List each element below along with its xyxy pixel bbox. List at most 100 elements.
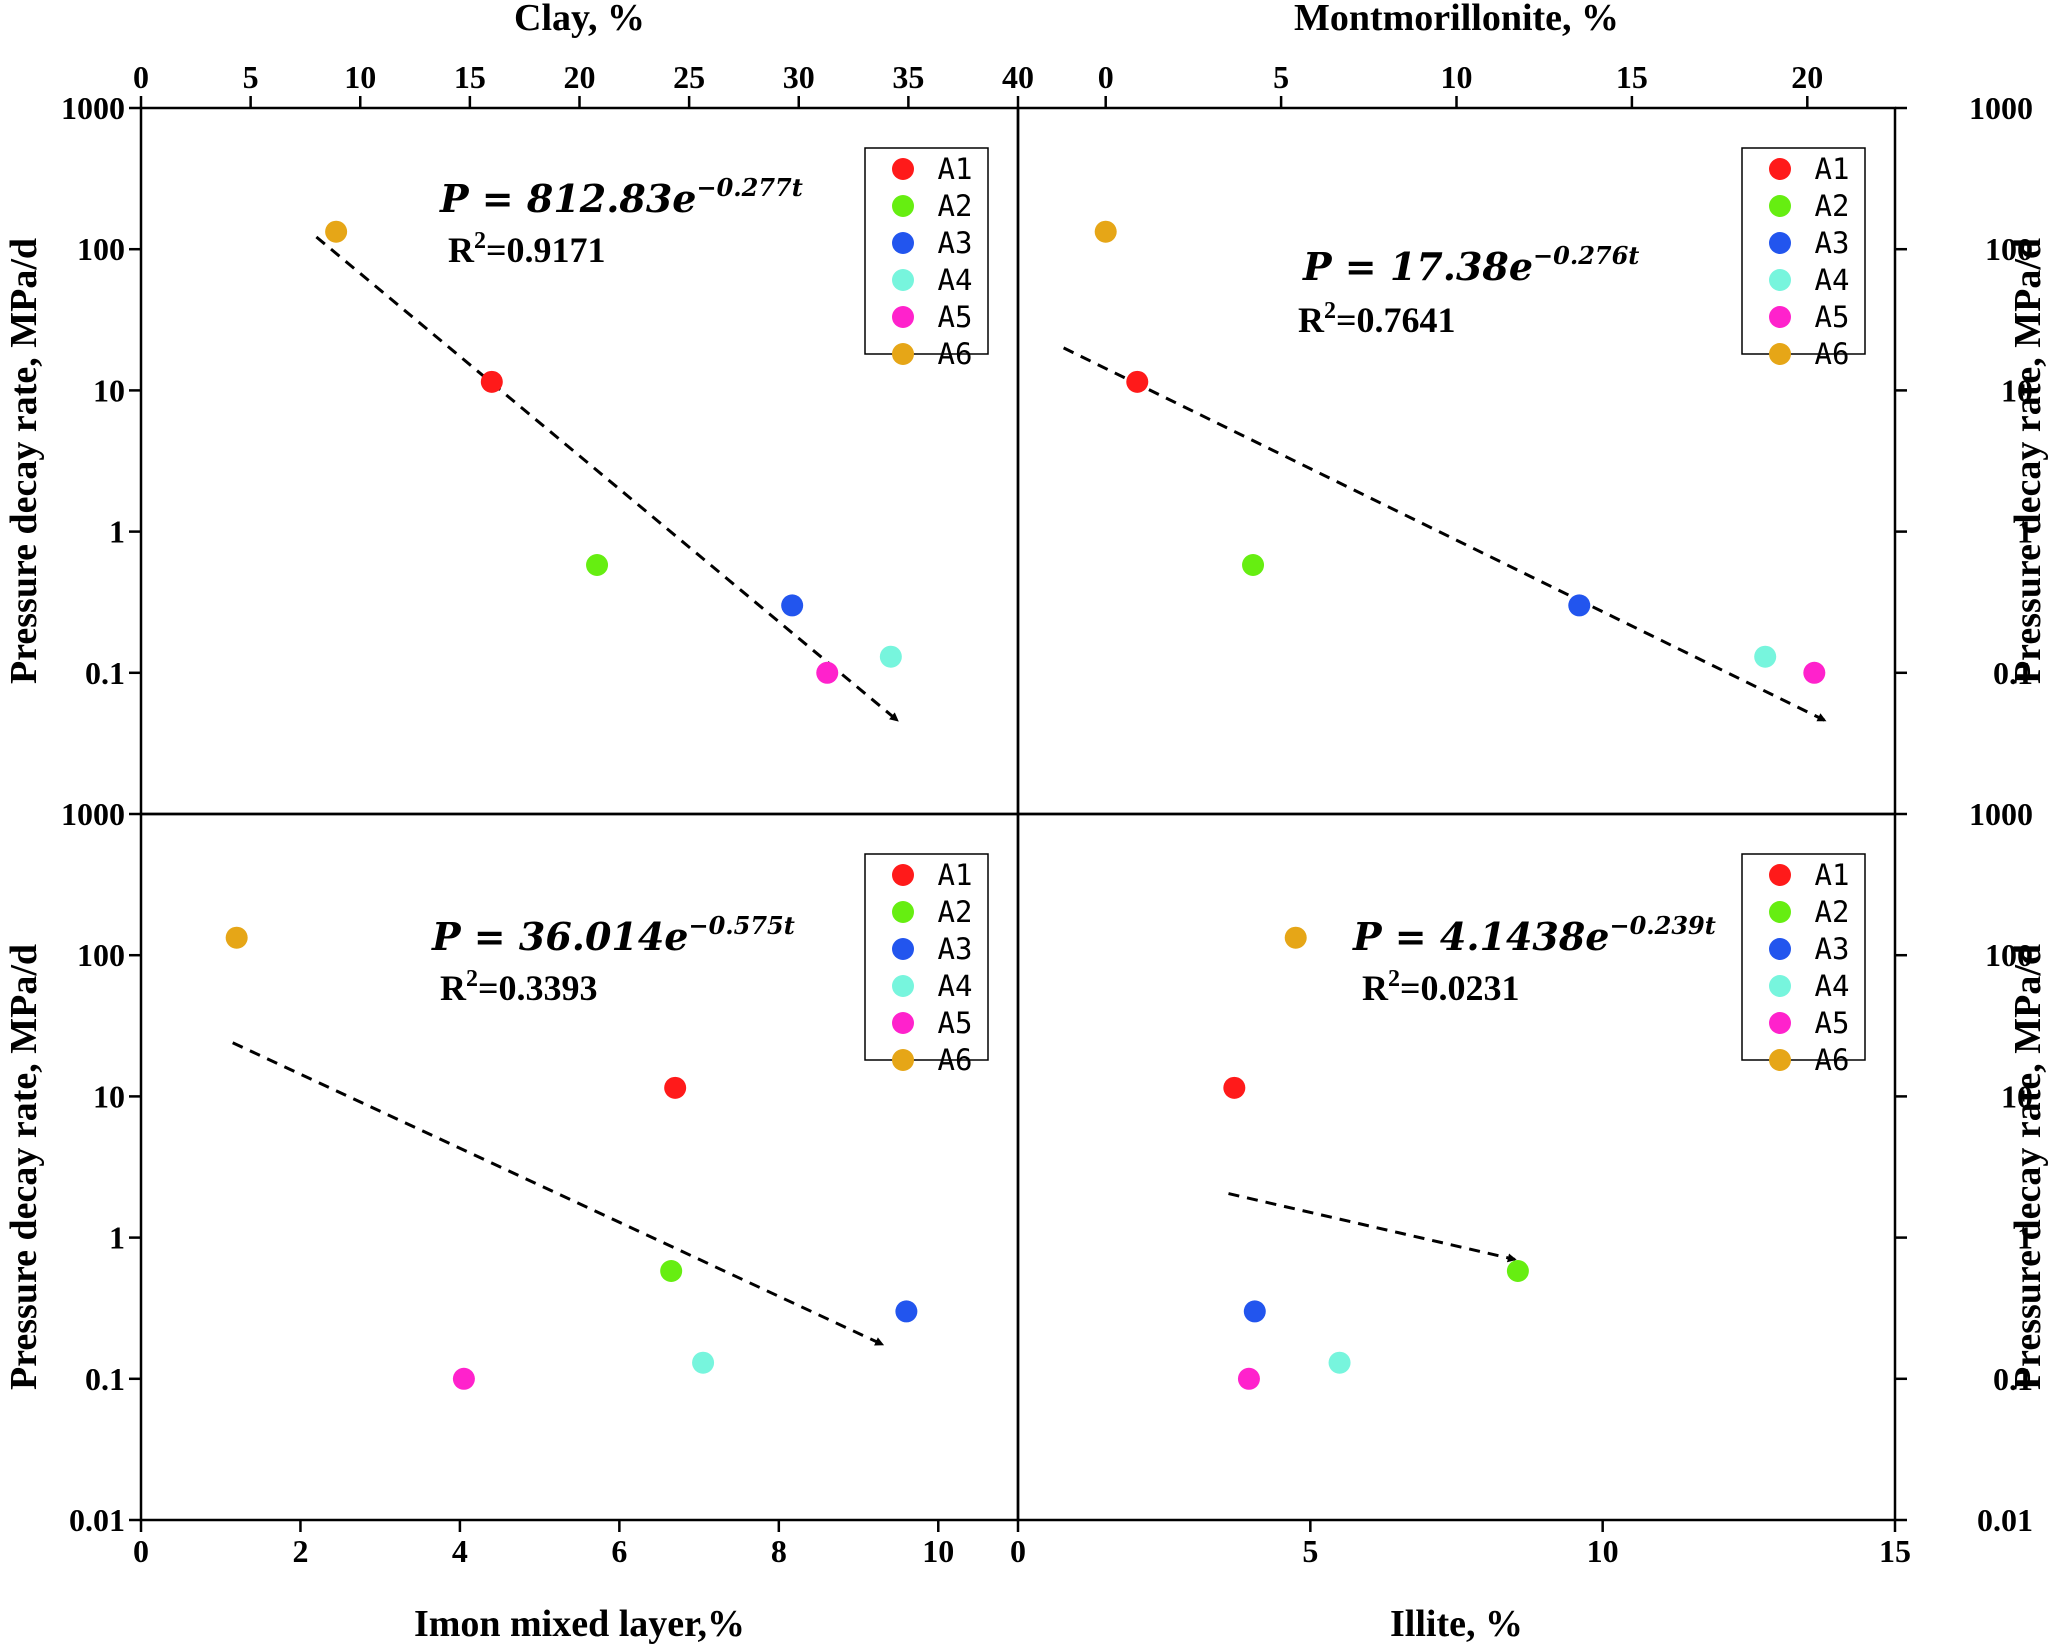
y-tick-label: 1 (109, 514, 125, 550)
legend-marker-a4 (892, 975, 914, 997)
legend-marker-a3 (1769, 938, 1791, 960)
legend-marker-a4 (892, 269, 914, 291)
r-squared-value: =0.9171 (486, 230, 606, 270)
legend-label: A4 (938, 263, 973, 297)
x-tick-label: 0 (1098, 59, 1114, 95)
legend-label: A3 (1815, 932, 1850, 966)
y-tick-label: 100 (77, 231, 125, 267)
data-point-a2 (1242, 554, 1265, 577)
legend-marker-a1 (1769, 158, 1791, 180)
legend-marker-a6 (892, 1049, 914, 1071)
y-tick-label: 100 (77, 937, 125, 973)
legend-label: A2 (1815, 189, 1850, 223)
r-squared-value: =0.3393 (478, 968, 598, 1008)
data-point-a1 (1126, 370, 1149, 393)
legend-label: A5 (938, 300, 973, 334)
legend-label: A2 (1815, 895, 1850, 929)
fit-equation: P = 812.83e−0.277t (439, 173, 803, 221)
x-tick-label: 2 (292, 1533, 308, 1569)
legend-box (1741, 853, 1866, 1061)
x-tick-label: 15 (1879, 1533, 1911, 1569)
legend-label: A6 (938, 337, 973, 371)
x-tick-label: 8 (771, 1533, 787, 1569)
equation-base: P = 17.38e (1302, 244, 1533, 289)
legend-marker-a2 (892, 195, 914, 217)
x-tick-label: 0 (133, 1533, 149, 1569)
r-squared-value: =0.0231 (1400, 968, 1520, 1008)
data-point-a5 (1803, 661, 1826, 684)
legend-label: A3 (938, 226, 973, 260)
legend-marker-a1 (892, 864, 914, 886)
x-tick-label: 6 (611, 1533, 627, 1569)
x-tick-label: 5 (1273, 59, 1289, 95)
legend-label: A5 (1815, 1006, 1850, 1040)
x-tick-label: 40 (1002, 59, 1034, 95)
x-axis-title: Montmorillonite, % (1294, 0, 1619, 39)
legend-label: A3 (1815, 226, 1850, 260)
legend-marker-a2 (1769, 195, 1791, 217)
data-point-a6 (1094, 220, 1117, 243)
legend-label: A2 (938, 895, 973, 929)
y-axis-title: Pressure decay rate, MPa/d (3, 238, 45, 684)
data-point-a1 (480, 370, 503, 393)
legend-label: A1 (938, 858, 973, 892)
data-point-a2 (586, 554, 609, 577)
y-tick-label: 1000 (1969, 796, 2033, 832)
x-axis-title: Imon mixed layer,% (414, 1603, 745, 1645)
legend-label: A4 (1815, 969, 1850, 1003)
x-axis-title: Clay, % (514, 0, 645, 39)
legend-marker-a4 (1769, 269, 1791, 291)
data-point-a4 (692, 1351, 715, 1374)
data-point-a4 (1328, 1351, 1351, 1374)
data-point-a5 (1237, 1367, 1260, 1390)
legend-marker-a5 (892, 306, 914, 328)
x-tick-label: 10 (1441, 59, 1473, 95)
x-tick-label: 35 (892, 59, 924, 95)
x-tick-label: 4 (452, 1533, 468, 1569)
r-squared-sup: 2 (466, 966, 478, 992)
y-tick-label: 1000 (61, 796, 125, 832)
legend-marker-a1 (1769, 864, 1791, 886)
data-point-a2 (660, 1260, 683, 1283)
y-axis-title: Pressure decay rate, MPa/d (2007, 238, 2048, 684)
y-tick-label: 0.1 (85, 1361, 125, 1397)
x-axis-title: Illite, % (1390, 1603, 1523, 1645)
legend-box (864, 853, 989, 1061)
legend-marker-a1 (892, 158, 914, 180)
x-tick-label: 10 (344, 59, 376, 95)
r-squared: R2=0.9171 (448, 228, 606, 270)
trend-line (232, 1041, 885, 1346)
r-squared-value: =0.7641 (1336, 300, 1456, 340)
r-squared: R2=0.7641 (1298, 298, 1456, 340)
y-tick-label: 10 (93, 1078, 125, 1114)
data-point-a6 (225, 926, 248, 949)
x-tick-label: 30 (783, 59, 815, 95)
r-squared-label: R (440, 968, 467, 1008)
r-squared: R2=0.0231 (1362, 966, 1520, 1008)
data-point-a6 (325, 220, 348, 243)
data-point-a3 (1243, 1300, 1266, 1323)
r-squared-sup: 2 (1388, 966, 1400, 992)
legend-marker-a2 (1769, 901, 1791, 923)
x-tick-label: 20 (1791, 59, 1823, 95)
legend-marker-a3 (892, 232, 914, 254)
x-tick-label: 10 (922, 1533, 954, 1569)
y-tick-label: 1 (2017, 514, 2033, 550)
legend-label: A1 (1815, 152, 1850, 186)
y-tick-label: 100 (1985, 937, 2033, 973)
legend-marker-a5 (1769, 306, 1791, 328)
legend-label: A2 (938, 189, 973, 223)
legend-label: A6 (938, 1043, 973, 1077)
legend-label: A5 (1815, 300, 1850, 334)
panel-top-left: 0 5 10 15 20 25 30 35 40 Clay, % 1000 100 10 1 0.1 Pres… (3, 0, 1034, 816)
legend-box (864, 147, 989, 355)
y-tick-label: 10 (93, 372, 125, 408)
legend-marker-a6 (892, 343, 914, 365)
y-axis-title: Pressure decay rate, MPa/d (3, 944, 45, 1390)
r-squared-label: R (448, 230, 475, 270)
